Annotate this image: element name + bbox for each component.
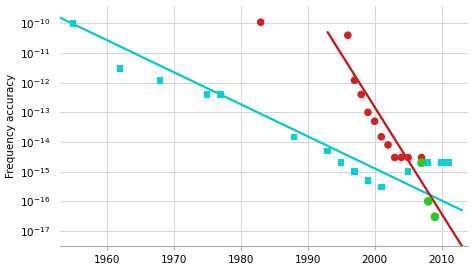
Point (384, 143, 392, 147)
Point (156, 78, 164, 82)
Point (404, 169, 412, 174)
Point (116, 66, 124, 71)
Point (324, 149, 331, 153)
Point (69, 21, 77, 25)
Point (291, 135, 298, 139)
Point (404, 155, 412, 160)
Y-axis label: Frequency accuracy: Frequency accuracy (6, 74, 16, 178)
Point (445, 160, 452, 165)
Point (398, 155, 405, 160)
Point (418, 160, 425, 165)
Point (377, 185, 385, 189)
Point (217, 92, 224, 97)
Point (351, 78, 358, 82)
Point (357, 92, 365, 97)
Point (257, 20, 264, 24)
Point (344, 33, 352, 37)
Point (364, 178, 372, 183)
Point (364, 110, 372, 115)
Point (424, 160, 432, 165)
Point (203, 92, 211, 97)
Point (337, 160, 345, 165)
Point (438, 160, 446, 165)
Point (418, 155, 425, 160)
Point (351, 169, 358, 174)
Point (431, 215, 439, 219)
Point (391, 155, 399, 160)
Point (424, 199, 432, 204)
Point (371, 119, 378, 123)
Point (377, 135, 385, 139)
